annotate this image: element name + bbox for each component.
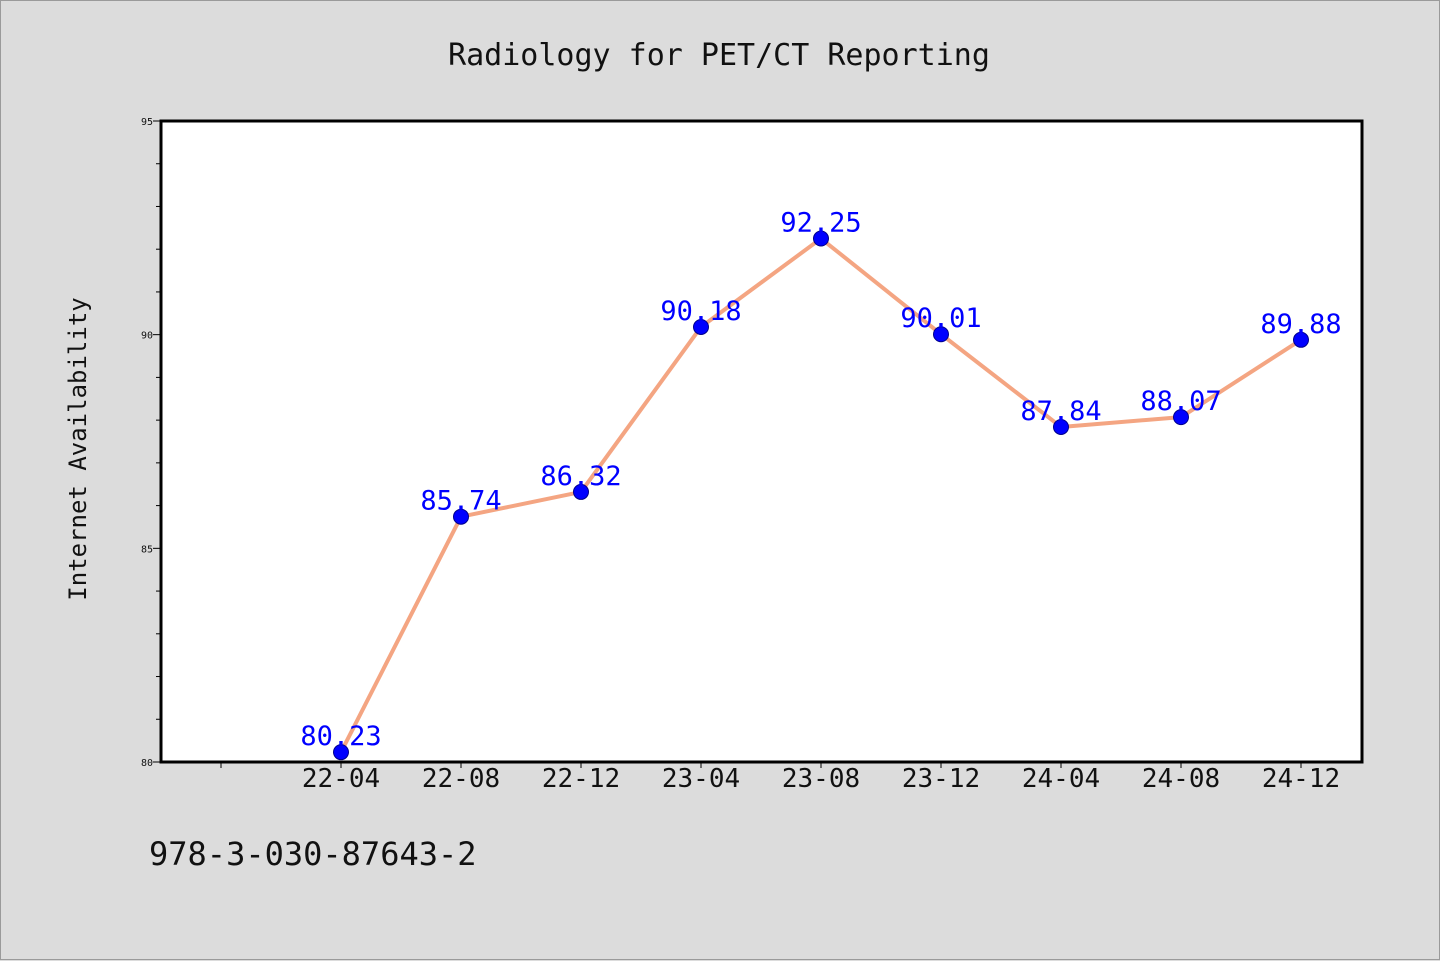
data-label: 89.88 (1260, 309, 1341, 340)
data-point (573, 483, 589, 500)
data-label: 88.07 (1140, 386, 1221, 417)
x-tick-label: 24-12 (1262, 764, 1340, 794)
chart-title: Radiology for PET/CT Reporting (448, 38, 990, 73)
y-axis-label: Internet Availability (64, 297, 92, 600)
data-point (1053, 418, 1069, 435)
x-tick-label: 23-08 (782, 764, 860, 794)
x-tick-label: 23-12 (902, 764, 980, 794)
data-point (333, 744, 349, 761)
x-tick-label: 22-04 (302, 764, 380, 794)
x-axis-ticks: 22-04 22-08 22-12 23-04 23-08 23-12 24-04 24-08… (220, 762, 1340, 794)
data-label: 86.32 (540, 461, 621, 492)
y-axis-ticks: 80 85 90 95 (141, 117, 161, 769)
data-label: 85.74 (420, 486, 501, 517)
x-tick-label: 24-04 (1022, 764, 1100, 794)
data-label: 90.18 (660, 296, 741, 327)
x-tick-label: 24-08 (1142, 764, 1220, 794)
plot-area (159, 119, 1364, 764)
series-markers (333, 230, 1309, 761)
y-tick-label: 85 (141, 544, 153, 555)
data-point (933, 326, 949, 343)
data-point (453, 508, 469, 525)
y-tick-label: 80 (141, 758, 153, 769)
x-tick-label: 22-12 (542, 764, 620, 794)
footer-isbn: 978-3-030-87643-2 (149, 835, 477, 873)
data-label: 87.84 (1020, 396, 1101, 427)
data-point (813, 230, 829, 247)
y-tick-label: 95 (141, 117, 153, 128)
data-point (1293, 331, 1309, 348)
data-label: 90.01 (900, 303, 981, 334)
data-labels: 80.23 85.74 86.32 90.18 92.25 90.01 87.84 88.07… (300, 208, 1341, 753)
data-label: 80.23 (300, 721, 381, 752)
data-point (1173, 409, 1189, 426)
data-point (693, 318, 709, 335)
x-tick-label: 22-08 (422, 764, 500, 794)
data-label: 92.25 (780, 208, 861, 239)
y-tick-label: 90 (141, 331, 153, 342)
x-tick-label: 23-04 (662, 764, 740, 794)
